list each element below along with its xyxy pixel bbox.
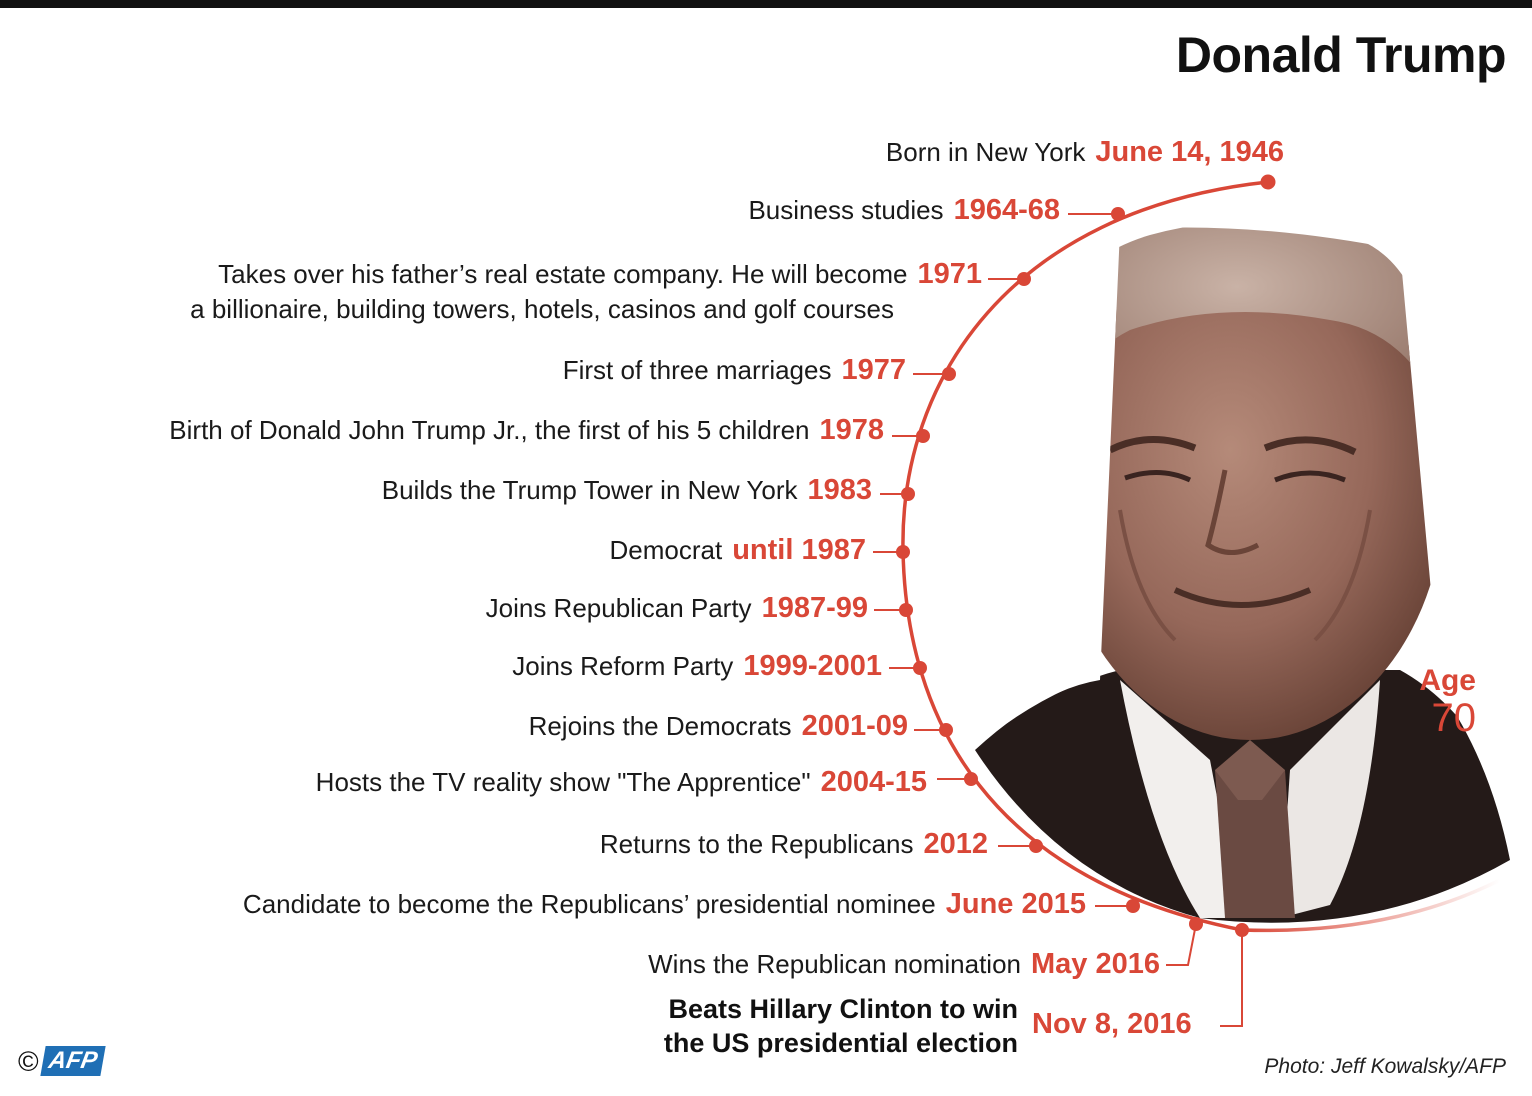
event-date: 2001-09 xyxy=(801,710,908,742)
event-date: June 2015 xyxy=(945,888,1086,920)
event-desc: Born in New York xyxy=(885,137,1086,167)
event-business-studies: Business studies 1964-68 xyxy=(748,196,1060,225)
event-born: Born in New York June 14, 1946 xyxy=(886,138,1284,167)
event-date: 1999-2001 xyxy=(743,650,882,682)
copyright-symbol: © xyxy=(18,1046,39,1077)
event-date: May 2016 xyxy=(1031,948,1160,980)
event-desc: Candidate to become the Republicans’ pre… xyxy=(242,889,936,919)
event-date: 1964-68 xyxy=(953,194,1060,226)
event-desc: Wins the Republican nomination xyxy=(648,949,1021,979)
event-date: 1971 xyxy=(917,258,982,290)
event-election-line1: Beats Hillary Clinton to win xyxy=(668,994,1018,1024)
event-date: 1983 xyxy=(807,474,872,506)
event-first-child: Birth of Donald John Trump Jr., the firs… xyxy=(169,416,884,445)
age-label: Age xyxy=(1419,664,1476,697)
timeline-dots xyxy=(896,174,1276,937)
event-election-desc: Beats Hillary Clinton to win the US pres… xyxy=(664,992,1018,1060)
event-democrat: Democrat until 1987 xyxy=(610,536,866,565)
event-desc: Joins Reform Party xyxy=(512,651,734,681)
event-desc: First of three marriages xyxy=(562,355,832,385)
event-marriage: First of three marriages 1977 xyxy=(563,356,906,385)
event-returns-republicans: Returns to the Republicans 2012 xyxy=(600,830,988,859)
event-desc: Takes over his father’s real estate comp… xyxy=(218,259,908,289)
event-rejoins-democrats: Rejoins the Democrats 2001-09 xyxy=(529,712,908,741)
event-wins-nomination: Wins the Republican nomination May 2016 xyxy=(648,950,1160,979)
event-date: 1977 xyxy=(841,354,906,386)
age-badge: Age 70 xyxy=(1412,664,1476,741)
event-candidate: Candidate to become the Republicans’ pre… xyxy=(243,890,1086,919)
event-desc: Joins Republican Party xyxy=(485,593,752,623)
event-desc: Returns to the Republicans xyxy=(599,829,914,859)
timeline-arc-fade xyxy=(1241,878,1501,933)
event-desc: Birth of Donald John Trump Jr., the firs… xyxy=(169,415,810,445)
event-date: June 14, 1946 xyxy=(1095,136,1284,168)
event-date: 2012 xyxy=(923,828,988,860)
event-desc-line2: a billionaire, building towers, hotels, … xyxy=(190,294,894,324)
top-bar xyxy=(0,0,1532,8)
event-republican-party: Joins Republican Party 1987-99 xyxy=(486,594,868,623)
event-desc: Business studies xyxy=(748,195,944,225)
event-real-estate: Takes over his father’s real estate comp… xyxy=(218,260,982,289)
event-apprentice: Hosts the TV reality show "The Apprentic… xyxy=(316,768,927,797)
copyright-credit: © AFP xyxy=(18,1046,106,1078)
event-desc: Democrat xyxy=(609,535,723,565)
event-date: 1978 xyxy=(819,414,884,446)
event-desc: Rejoins the Democrats xyxy=(528,711,792,741)
event-date: until 1987 xyxy=(732,534,866,566)
event-reform-party: Joins Reform Party 1999-2001 xyxy=(512,652,882,681)
event-trump-tower: Builds the Trump Tower in New York 1983 xyxy=(382,476,872,505)
page-title: Donald Trump xyxy=(1175,27,1507,83)
event-date: 1987-99 xyxy=(761,592,868,624)
event-desc: Builds the Trump Tower in New York xyxy=(381,475,798,505)
event-election-date: Nov 8, 2016 xyxy=(1032,1008,1192,1040)
event-real-estate-line2: a billionaire, building towers, hotels, … xyxy=(190,296,894,322)
event-desc: Hosts the TV reality show "The Apprentic… xyxy=(315,767,811,797)
afp-logo: AFP xyxy=(39,1046,106,1076)
event-election-line2: the US presidential election xyxy=(663,1028,1018,1058)
photo-credit: Photo: Jeff Kowalsky/AFP xyxy=(1264,1055,1506,1078)
event-date: 2004-15 xyxy=(820,766,927,798)
age-value: 70 xyxy=(1431,696,1477,740)
